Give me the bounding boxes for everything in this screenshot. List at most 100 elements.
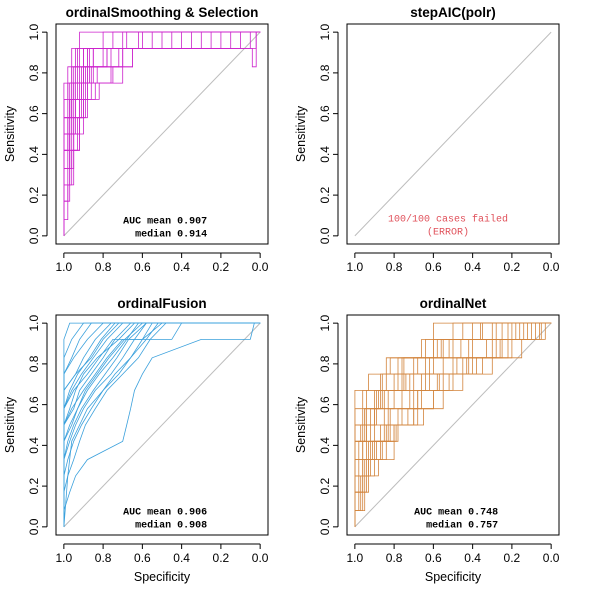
chart-title: ordinalFusion: [117, 296, 206, 311]
x-tick-label: 1.0: [347, 260, 364, 274]
x-tick-label: 1.0: [56, 260, 73, 274]
chart-title: ordinalSmoothing & Selection: [66, 5, 259, 20]
x-axis-label: Specificity: [134, 570, 191, 584]
auc-median-annotation: median 0.914: [135, 229, 207, 241]
plot-frame: [346, 23, 560, 245]
y-tick-label: 0.6: [318, 105, 332, 122]
y-tick-label: 0.2: [318, 477, 332, 494]
reference-diagonal: [63, 322, 261, 528]
x-tick-label: 0.6: [425, 260, 442, 274]
x-tick-label: 0.0: [252, 260, 269, 274]
roc-curve-12: [63, 322, 261, 527]
chart-title: ordinalNet: [420, 296, 487, 311]
x-axis-label: Specificity: [425, 570, 482, 584]
y-axis-label: Sensitivity: [294, 396, 308, 453]
panel-ordinal-net: ordinalNet 1.0 0.8 0.6 0.4 0.2 0.0 0.0 0.2 0.4 0.6…: [294, 296, 560, 584]
x-tick-label: 0.8: [95, 551, 112, 565]
reference-diagonal: [63, 31, 261, 237]
roc-curve-20: [63, 322, 261, 527]
x-tick-label: 0.8: [386, 551, 403, 565]
y-tick-label: 1.0: [27, 314, 41, 331]
roc-curve-7: [63, 322, 261, 527]
plot-frame: [346, 314, 560, 536]
y-tick-label: 0.8: [27, 64, 41, 81]
y-tick-label: 0.0: [318, 518, 332, 535]
y-tick-label: 0.4: [27, 146, 41, 163]
plot-frame: [55, 23, 269, 245]
x-tick-label: 0.2: [504, 551, 521, 565]
y-tick-label: 0.8: [318, 355, 332, 372]
roc-curves: [63, 31, 261, 236]
roc-curve-10: [63, 322, 261, 527]
y-tick-label: 0.2: [27, 477, 41, 494]
y-tick-label: 0.4: [318, 146, 332, 163]
x-tick-label: 0.2: [213, 551, 230, 565]
x-tick-label: 0.8: [386, 260, 403, 274]
y-tick-label: 0.0: [27, 227, 41, 244]
x-tick-label: 0.0: [543, 260, 560, 274]
x-tick-label: 0.8: [95, 260, 112, 274]
roc-curve-14: [63, 322, 261, 527]
y-tick-label: 1.0: [318, 23, 332, 40]
plot-frame: [55, 314, 269, 536]
roc-curve-4: [63, 322, 261, 527]
y-tick-label: 0.8: [318, 64, 332, 81]
y-tick-label: 0.4: [318, 437, 332, 454]
x-tick-label: 0.2: [504, 260, 521, 274]
y-tick-label: 1.0: [27, 23, 41, 40]
x-tick-label: 0.2: [213, 260, 230, 274]
error-annotation: (ERROR): [427, 227, 469, 239]
x-tick-label: 0.0: [252, 551, 269, 565]
x-tick-label: 0.0: [543, 551, 560, 565]
error-annotation: 100/100 cases failed: [388, 214, 508, 226]
roc-curve-8: [63, 322, 261, 527]
auc-mean-annotation: AUC mean 0.907: [123, 217, 207, 228]
panel-smoothing-selection: ordinalSmoothing & Selection 1.0 0.8 0.6 0.4…: [3, 5, 269, 274]
y-tick-label: 0.4: [27, 437, 41, 454]
roc-curve-13: [354, 322, 552, 527]
reference-diagonal: [354, 31, 552, 237]
y-tick-label: 0.2: [27, 186, 41, 203]
x-tick-label: 0.4: [173, 551, 190, 565]
x-tick-label: 0.4: [464, 260, 481, 274]
roc-curve-1: [63, 322, 261, 527]
x-tick-label: 1.0: [347, 551, 364, 565]
panel-stepaic-polr: stepAIC(polr) 1.0 0.8 0.6 0.4 0.2 0.0 0.0 0.2 0.4…: [294, 5, 560, 274]
roc-curve-10: [354, 322, 552, 527]
y-tick-label: 0.2: [318, 186, 332, 203]
roc-curve-5: [63, 322, 261, 527]
roc-curve-18: [63, 322, 261, 527]
roc-curve-16: [354, 322, 552, 527]
reference-diagonal: [354, 322, 552, 528]
x-tick-label: 0.6: [134, 551, 151, 565]
x-tick-label: 0.4: [173, 260, 190, 274]
x-tick-label: 0.6: [425, 551, 442, 565]
roc-curve-20: [63, 31, 261, 236]
roc-curve-19: [63, 31, 261, 236]
y-axis-label: Sensitivity: [294, 105, 308, 162]
auc-mean-annotation: AUC mean 0.906: [123, 508, 207, 519]
y-tick-label: 0.6: [27, 396, 41, 413]
y-tick-label: 1.0: [318, 314, 332, 331]
roc-curves: [63, 322, 261, 527]
y-axis-label: Sensitivity: [3, 396, 17, 453]
y-tick-label: 0.6: [27, 105, 41, 122]
roc-curve-17: [63, 322, 261, 527]
x-tick-label: 0.6: [134, 260, 151, 274]
roc-curves: [354, 322, 552, 527]
y-axis-label: Sensitivity: [3, 105, 17, 162]
roc-curve-20: [354, 322, 552, 527]
auc-mean-annotation: AUC mean 0.748: [414, 508, 498, 519]
x-tick-label: 0.4: [464, 551, 481, 565]
auc-median-annotation: median 0.757: [426, 520, 498, 532]
roc-curve-19: [354, 322, 552, 527]
auc-median-annotation: median 0.908: [135, 520, 207, 532]
y-tick-label: 0.0: [27, 518, 41, 535]
roc-curve-16: [63, 322, 261, 527]
panel-ordinal-fusion: ordinalFusion 1.0 0.8 0.6 0.4 0.2 0.0 0.0 0.2 0.4…: [3, 296, 269, 584]
x-tick-label: 1.0: [56, 551, 73, 565]
chart-title: stepAIC(polr): [410, 5, 496, 20]
y-tick-label: 0.6: [318, 396, 332, 413]
